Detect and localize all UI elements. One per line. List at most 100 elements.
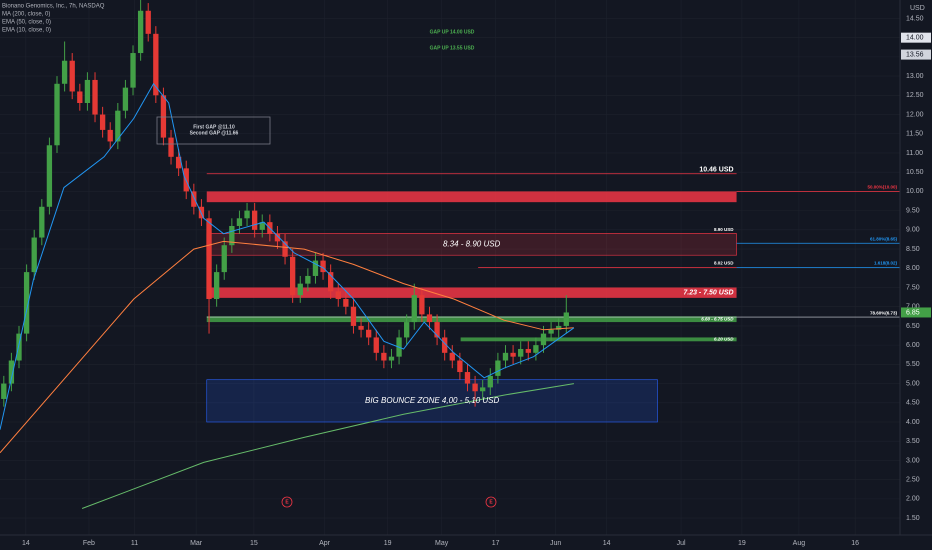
y-tick-label: 6.00 (906, 342, 920, 349)
level-label: 61.80%(8.65) (870, 236, 898, 241)
x-tick-label: 19 (738, 540, 746, 547)
annotation-box (156, 116, 271, 145)
price-badge (901, 32, 931, 43)
y-tick-label: 6.50 (906, 323, 920, 330)
zone-label: BIG BOUNCE ZONE 4,00 - 5,10 USD (365, 396, 499, 405)
candle-body (206, 218, 212, 300)
y-tick-label: 12.50 (906, 92, 924, 99)
y-tick-label: 14.50 (906, 15, 924, 22)
y-tick-label: 11.50 (906, 131, 923, 138)
indicator-lines (0, 82, 575, 509)
x-tick-label: Jun (550, 540, 561, 547)
zone (206, 316, 737, 323)
zone-label: 6.60 - 6.75 USD (701, 316, 734, 321)
zone (206, 379, 658, 423)
candle-body (449, 352, 455, 361)
legend-entry: EMA (10, close, 0) (2, 28, 51, 34)
x-tick-label: 14 (22, 540, 30, 547)
level-label: 1.618(8.02) (874, 261, 898, 266)
candle-body (540, 333, 547, 346)
candle-body (99, 114, 106, 130)
zone (206, 287, 737, 298)
candle-body (563, 312, 569, 326)
y-tick-label: 13.00 (906, 73, 924, 80)
candle-body (419, 295, 425, 315)
y-tick-label: 1.50 (906, 515, 920, 522)
zone (460, 337, 737, 342)
y-tick-label: 5.50 (906, 361, 920, 368)
candle-body (77, 91, 83, 104)
candle-body (122, 87, 129, 111)
x-tick-label: Aug (793, 540, 806, 547)
indicator-line (81, 383, 574, 509)
level-label: 78.60%(6.73) (870, 310, 898, 315)
candle-body (548, 329, 554, 334)
candle-body (305, 275, 311, 284)
level-label: 8.02 USD (714, 261, 734, 266)
candle-body (320, 260, 326, 273)
candle-body (84, 79, 91, 104)
annotation: Second GAP @11.66 (190, 130, 239, 136)
x-tick-label: 14 (603, 540, 611, 547)
y-tick-label: 2.50 (906, 476, 920, 483)
price-badge-label: 6.85 (906, 309, 920, 316)
level-label: 8.90 USD (714, 227, 734, 232)
indicator-line (0, 82, 575, 430)
candle-body (533, 345, 539, 353)
earnings-label: E (285, 499, 289, 505)
y-tick-label: 8.00 (906, 265, 920, 272)
x-tick-label: Jul (677, 540, 686, 547)
x-tick-label: Mar (190, 540, 203, 547)
candle-body (160, 95, 167, 138)
candle-body (251, 210, 258, 230)
x-tick-label: 11 (131, 540, 138, 547)
zones (206, 173, 900, 423)
candle-body (434, 322, 440, 338)
candle-body (229, 225, 235, 246)
earnings-label: E (489, 499, 493, 505)
candle-body (8, 360, 15, 384)
candle-body (39, 206, 45, 238)
candle-body (480, 387, 486, 392)
legend-entry: EMA (50, close, 0) (2, 20, 51, 26)
candle-body (191, 191, 197, 207)
y-tick-label: 12.00 (906, 111, 924, 118)
y-tick-label: 10.50 (906, 169, 924, 176)
candle-body (457, 360, 463, 373)
y-tick-label: 4.00 (906, 419, 920, 426)
candle-body (335, 291, 341, 300)
x-tick-label: 15 (250, 540, 258, 547)
candle-body (426, 314, 433, 323)
candle-body (130, 53, 136, 88)
candle-body (358, 325, 364, 330)
x-tick-label: 16 (851, 540, 859, 547)
candle-body (289, 256, 296, 296)
candle-body (54, 83, 60, 146)
level-label: 10.46 USD (699, 167, 733, 174)
candle-body (145, 10, 151, 34)
labels: 1.50 2.00 2.50 3.00 3.50 4.00 4.50 5.00 5.50 6.00… (22, 15, 931, 547)
y-tick-label: 7.50 (906, 284, 920, 291)
candle-body (175, 156, 182, 169)
candle-body (381, 352, 387, 361)
candle-body (373, 337, 379, 353)
candle-body (69, 60, 75, 92)
candle-body (61, 60, 68, 84)
annotation: GAP UP 13.55 USD (430, 45, 475, 51)
y-tick-label: 10.00 (906, 188, 924, 195)
candle-body (297, 283, 303, 296)
candle-body (464, 372, 471, 384)
zone-label: 6.20 USD (714, 337, 734, 342)
x-tick-label: May (435, 540, 449, 547)
y-tick-label: 8.50 (906, 246, 920, 253)
candle-body (487, 375, 493, 388)
candle-body (107, 129, 113, 142)
candle-body (442, 337, 448, 353)
y-tick-label: 2.00 (906, 496, 920, 503)
y-tick-label: 9.50 (906, 207, 920, 214)
candle-body (274, 233, 281, 242)
candle-body (510, 352, 516, 357)
candle-body (495, 360, 501, 376)
